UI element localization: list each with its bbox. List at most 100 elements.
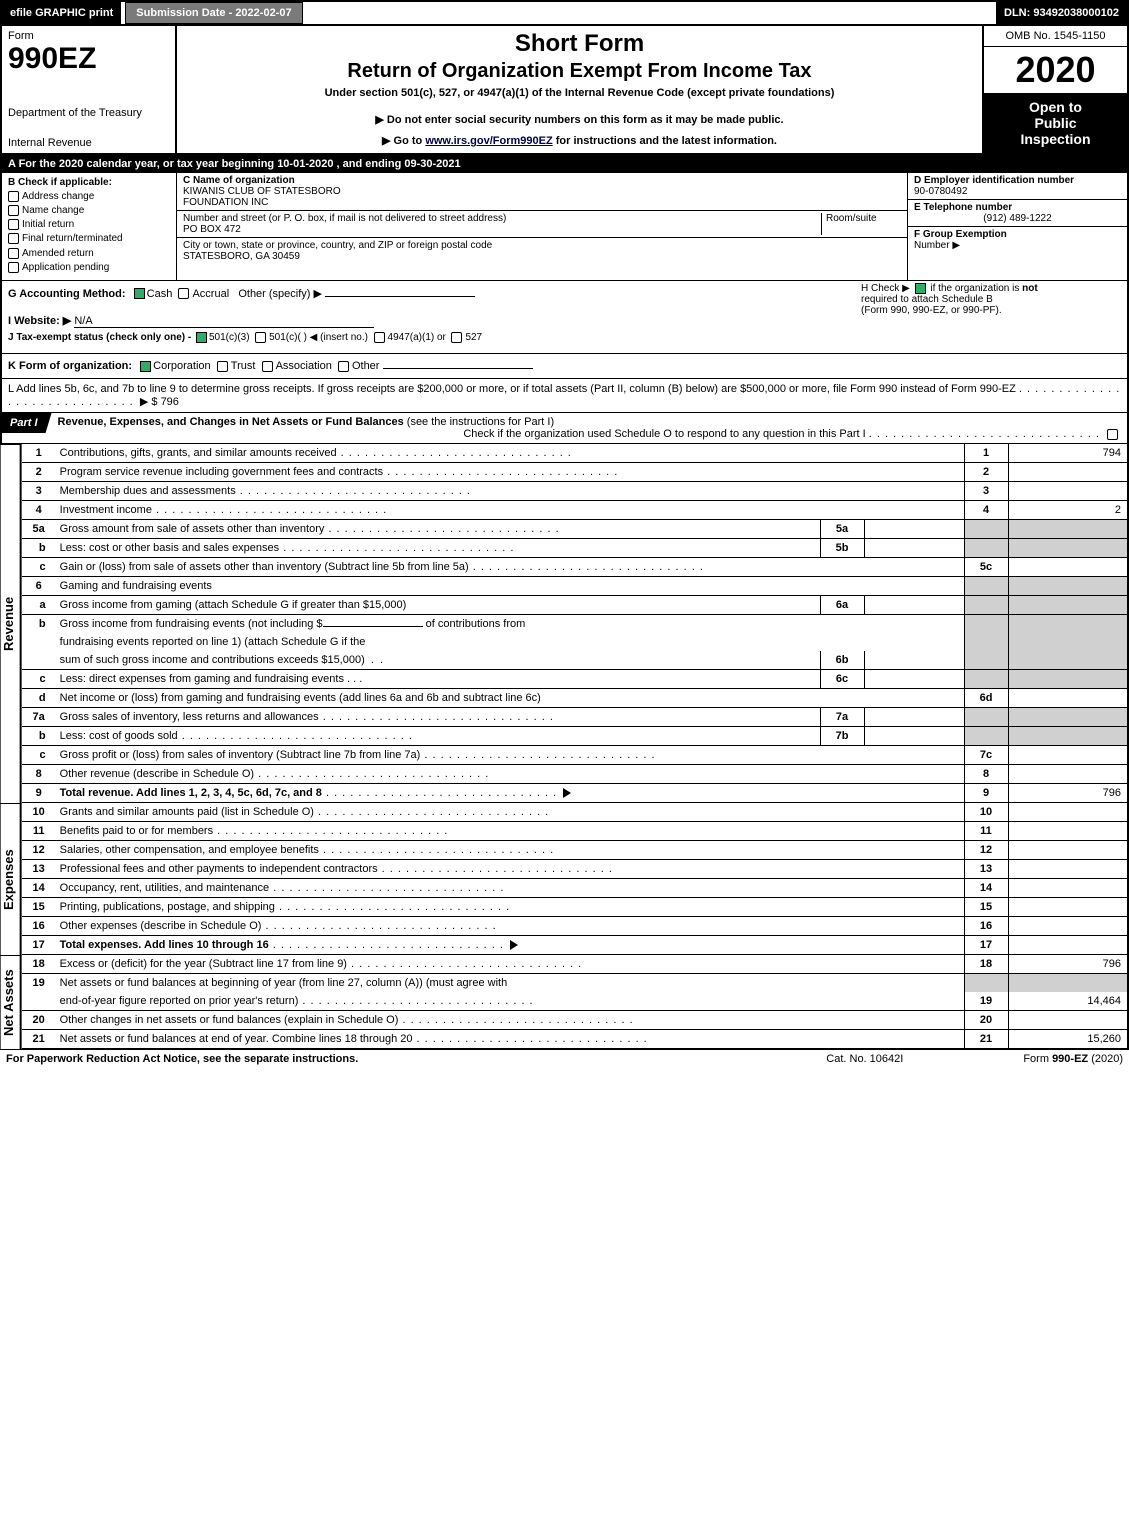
table-row: 15Printing, publications, postage, and s… bbox=[22, 897, 1128, 916]
part-i-tag: Part I bbox=[2, 413, 52, 433]
checkbox-checked-icon[interactable] bbox=[134, 288, 145, 299]
table-row: 13Professional fees and other payments t… bbox=[22, 859, 1128, 878]
city-label: City or town, state or province, country… bbox=[183, 240, 901, 251]
table-row: 10Grants and similar amounts paid (list … bbox=[22, 803, 1128, 822]
row-k: K Form of organization: Corporation Trus… bbox=[0, 354, 1129, 379]
j-5013: 501(c)(3) bbox=[209, 332, 250, 343]
box-h: H Check ▶ if the organization is not req… bbox=[861, 283, 1121, 316]
net-assets-section: Net Assets 18Excess or (deficit) for the… bbox=[0, 955, 1129, 1049]
table-row: cGain or (loss) from sale of assets othe… bbox=[22, 557, 1128, 576]
submission-date-button[interactable]: Submission Date - 2022-02-07 bbox=[125, 2, 302, 24]
tax-year: 2020 bbox=[984, 47, 1127, 93]
g-cash: Cash bbox=[147, 288, 173, 300]
opt-name-change[interactable]: Name change bbox=[8, 205, 170, 216]
opt-initial-return[interactable]: Initial return bbox=[8, 219, 170, 230]
sched-o-text: Check if the organization used Schedule … bbox=[463, 428, 865, 440]
dln-label: DLN: 93492038000102 bbox=[996, 2, 1127, 24]
inspect-1: Open to bbox=[986, 99, 1125, 115]
g-other-input[interactable] bbox=[325, 296, 475, 297]
part-i-suffix: (see the instructions for Part I) bbox=[404, 416, 554, 428]
table-row: cLess: direct expenses from gaming and f… bbox=[22, 669, 1128, 688]
row-j: J Tax-exempt status (check only one) - 5… bbox=[8, 332, 1121, 343]
table-row: 6Gaming and fundraising events bbox=[22, 576, 1128, 595]
g-label: G Accounting Method: bbox=[8, 288, 126, 300]
table-row: end-of-year figure reported on prior yea… bbox=[22, 992, 1128, 1011]
efile-print-button[interactable]: efile GRAPHIC print bbox=[2, 2, 121, 24]
checkbox-icon[interactable] bbox=[8, 233, 19, 244]
netassets-table: 18Excess or (deficit) for the year (Subt… bbox=[22, 955, 1129, 1049]
checkbox-checked-icon[interactable] bbox=[140, 361, 151, 372]
k-corp: Corporation bbox=[153, 360, 210, 372]
row-l-text: L Add lines 5b, 6c, and 7b to line 9 to … bbox=[8, 383, 1016, 395]
form-word: Form bbox=[8, 30, 169, 42]
checkbox-icon[interactable] bbox=[8, 205, 19, 216]
table-row: 2Program service revenue including gover… bbox=[22, 462, 1128, 481]
checkbox-icon[interactable] bbox=[255, 332, 266, 343]
website-value: N/A bbox=[74, 315, 374, 328]
checkbox-icon[interactable] bbox=[262, 361, 273, 372]
opt-application-pending[interactable]: Application pending bbox=[8, 262, 170, 273]
title-short-form: Short Form bbox=[185, 30, 974, 58]
opt-address-change[interactable]: Address change bbox=[8, 191, 170, 202]
box-ghijk: H Check ▶ if the organization is not req… bbox=[0, 281, 1129, 354]
opt-amended-return[interactable]: Amended return bbox=[8, 248, 170, 259]
table-row: 20Other changes in net assets or fund ba… bbox=[22, 1010, 1128, 1029]
table-row: 18Excess or (deficit) for the year (Subt… bbox=[22, 955, 1128, 974]
row-l: L Add lines 5b, 6c, and 7b to line 9 to … bbox=[0, 379, 1129, 413]
checkbox-checked-icon[interactable] bbox=[196, 332, 207, 343]
topbar-spacer bbox=[303, 2, 996, 24]
contrib-input[interactable] bbox=[323, 626, 423, 627]
j-4947: 4947(a)(1) or bbox=[388, 332, 446, 343]
top-bar: efile GRAPHIC print Submission Date - 20… bbox=[0, 0, 1129, 26]
sched-o-check-row: Check if the organization used Schedule … bbox=[58, 428, 1121, 440]
checkbox-icon[interactable] bbox=[374, 332, 385, 343]
header-right: OMB No. 1545-1150 2020 Open to Public In… bbox=[982, 26, 1127, 153]
note2-post: for instructions and the latest informat… bbox=[553, 135, 777, 147]
row-l-value: ▶ $ 796 bbox=[140, 396, 179, 408]
addr-value: PO BOX 472 bbox=[183, 224, 821, 235]
org-name-1: KIWANIS CLUB OF STATESBORO bbox=[183, 186, 901, 197]
checkbox-icon[interactable] bbox=[8, 262, 19, 273]
phone-row: E Telephone number (912) 489-1222 bbox=[908, 200, 1127, 227]
box-c-label: C Name of organization bbox=[183, 175, 901, 186]
revenue-vertical-label: Revenue bbox=[0, 444, 22, 803]
checkbox-icon[interactable] bbox=[338, 361, 349, 372]
ein-label: D Employer identification number bbox=[914, 175, 1121, 186]
table-row: dNet income or (loss) from gaming and fu… bbox=[22, 688, 1128, 707]
table-row: cGross profit or (loss) from sales of in… bbox=[22, 745, 1128, 764]
city-value: STATESBORO, GA 30459 bbox=[183, 251, 901, 262]
dept-treasury: Department of the Treasury bbox=[8, 107, 169, 119]
irs-link[interactable]: www.irs.gov/Form990EZ bbox=[425, 135, 552, 147]
h-text2: required to attach Schedule B bbox=[861, 294, 993, 305]
table-row: 3Membership dues and assessments3 bbox=[22, 481, 1128, 500]
open-to-public: Open to Public Inspection bbox=[984, 93, 1127, 153]
ssn-warning: ▶ Do not enter social security numbers o… bbox=[185, 113, 974, 126]
checkbox-icon[interactable] bbox=[8, 248, 19, 259]
checkbox-icon[interactable] bbox=[178, 288, 189, 299]
checkbox-icon[interactable] bbox=[1107, 429, 1118, 440]
checkbox-icon[interactable] bbox=[217, 361, 228, 372]
checkbox-icon[interactable] bbox=[8, 219, 19, 230]
table-row: bGross income from fundraising events (n… bbox=[22, 614, 1128, 633]
group-exemption-row: F Group Exemption Number ▶ bbox=[908, 227, 1127, 280]
k-trust: Trust bbox=[231, 360, 256, 372]
part-i-title: Revenue, Expenses, and Changes in Net As… bbox=[58, 416, 404, 428]
table-row: 14Occupancy, rent, utilities, and mainte… bbox=[22, 878, 1128, 897]
checkbox-checked-icon[interactable] bbox=[915, 283, 926, 294]
expenses-section: Expenses 10Grants and similar amounts pa… bbox=[0, 803, 1129, 955]
checkbox-icon[interactable] bbox=[8, 191, 19, 202]
opt-final-return[interactable]: Final return/terminated bbox=[8, 233, 170, 244]
table-row: 7aGross sales of inventory, less returns… bbox=[22, 707, 1128, 726]
table-row: 9Total revenue. Add lines 1, 2, 3, 4, 5c… bbox=[22, 783, 1128, 802]
arrow-icon bbox=[510, 940, 518, 950]
table-row: bLess: cost or other basis and sales exp… bbox=[22, 538, 1128, 557]
title-return: Return of Organization Exempt From Incom… bbox=[185, 60, 974, 83]
i-label: I Website: ▶ bbox=[8, 315, 71, 327]
group-label1: F Group Exemption bbox=[914, 229, 1121, 240]
table-row: aGross income from gaming (attach Schedu… bbox=[22, 595, 1128, 614]
box-def: D Employer identification number 90-0780… bbox=[907, 173, 1127, 280]
subtitle: Under section 501(c), 527, or 4947(a)(1)… bbox=[185, 87, 974, 99]
phone-value: (912) 489-1222 bbox=[914, 213, 1121, 224]
checkbox-icon[interactable] bbox=[451, 332, 462, 343]
k-other-input[interactable] bbox=[383, 368, 533, 369]
